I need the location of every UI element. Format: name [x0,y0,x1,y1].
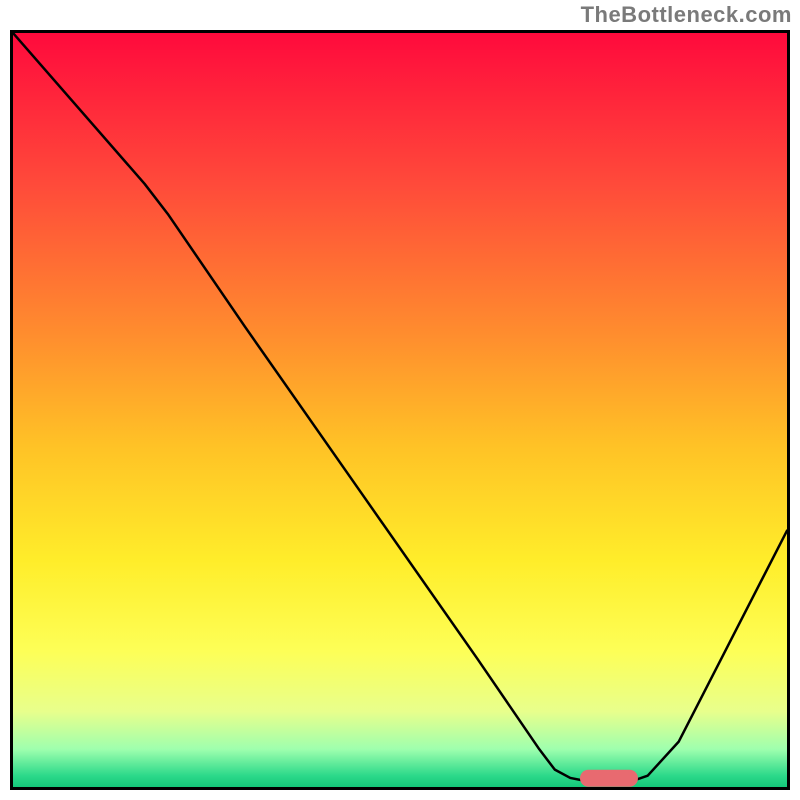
curve-path [13,33,787,781]
optimal-marker [580,770,638,787]
watermark-text: TheBottleneck.com [581,2,792,28]
bottleneck-curve [13,33,787,787]
plot-area [13,33,787,787]
